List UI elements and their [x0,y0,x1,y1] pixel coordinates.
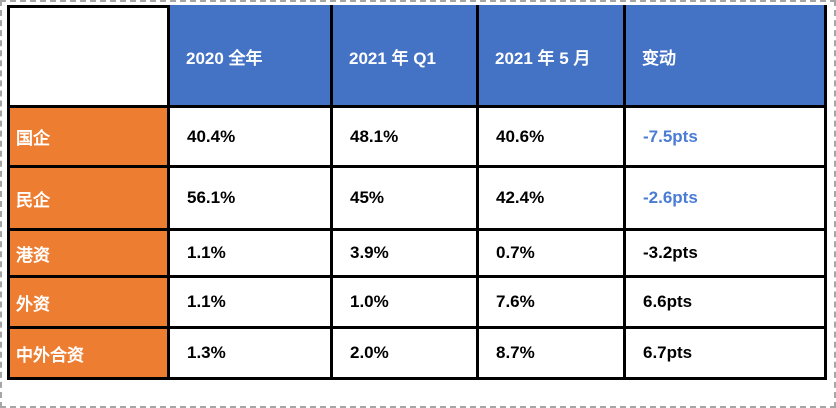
change-cell[interactable]: -3.2pts [623,228,827,278]
header-row: 2020 全年 2021 年 Q1 2021 年 5 月变动 [7,5,827,108]
column-header-cell[interactable]: 变动 [623,5,827,108]
value-cell[interactable]: 42.4% [476,165,626,231]
change-cell[interactable]: 6.6pts [623,275,827,329]
row-label-cell[interactable]: 外资 [7,275,170,329]
ownership-share-table: 2020 全年 2021 年 Q1 2021 年 5 月变动 国企 40.4% 48.1… [7,5,827,380]
row-label-cell[interactable]: 中外合资 [7,326,170,380]
value-cell[interactable]: 1.3% [167,326,333,380]
value-cell[interactable]: 48.1% [330,105,479,168]
row-label-cell[interactable]: 国企 [7,105,170,168]
value-cell[interactable]: 1.0% [330,275,479,329]
change-cell[interactable]: -2.6pts [623,165,827,231]
table-row: 外资 1.1% 1.0% 7.6% 6.6pts [7,275,827,329]
value-cell[interactable]: 40.4% [167,105,333,168]
row-label-cell[interactable]: 港资 [7,228,170,278]
table-row: 民企 56.1% 45% 42.4% -2.6pts [7,165,827,231]
value-cell[interactable]: 8.7% [476,326,626,380]
value-cell[interactable]: 7.6% [476,275,626,329]
value-cell[interactable]: 3.9% [330,228,479,278]
value-cell[interactable]: 45% [330,165,479,231]
value-cell[interactable]: 1.1% [167,228,333,278]
value-cell[interactable]: 2.0% [330,326,479,380]
column-header-cell[interactable]: 2020 全年 [167,5,333,108]
change-cell[interactable]: -7.5pts [623,105,827,168]
value-cell[interactable]: 40.6% [476,105,626,168]
value-cell[interactable]: 56.1% [167,165,333,231]
value-cell[interactable]: 0.7% [476,228,626,278]
table-row: 港资 1.1% 3.9% 0.7% -3.2pts [7,228,827,278]
value-cell[interactable]: 1.1% [167,275,333,329]
corner-cell[interactable] [7,5,170,108]
change-cell[interactable]: 6.7pts [623,326,827,380]
table-row: 中外合资 1.3% 2.0% 8.7% 6.7pts [7,326,827,380]
column-header-cell[interactable]: 2021 年 5 月 [476,5,626,108]
row-label-cell[interactable]: 民企 [7,165,170,231]
table-row: 国企 40.4% 48.1% 40.6% -7.5pts [7,105,827,168]
column-header-cell[interactable]: 2021 年 Q1 [330,5,479,108]
